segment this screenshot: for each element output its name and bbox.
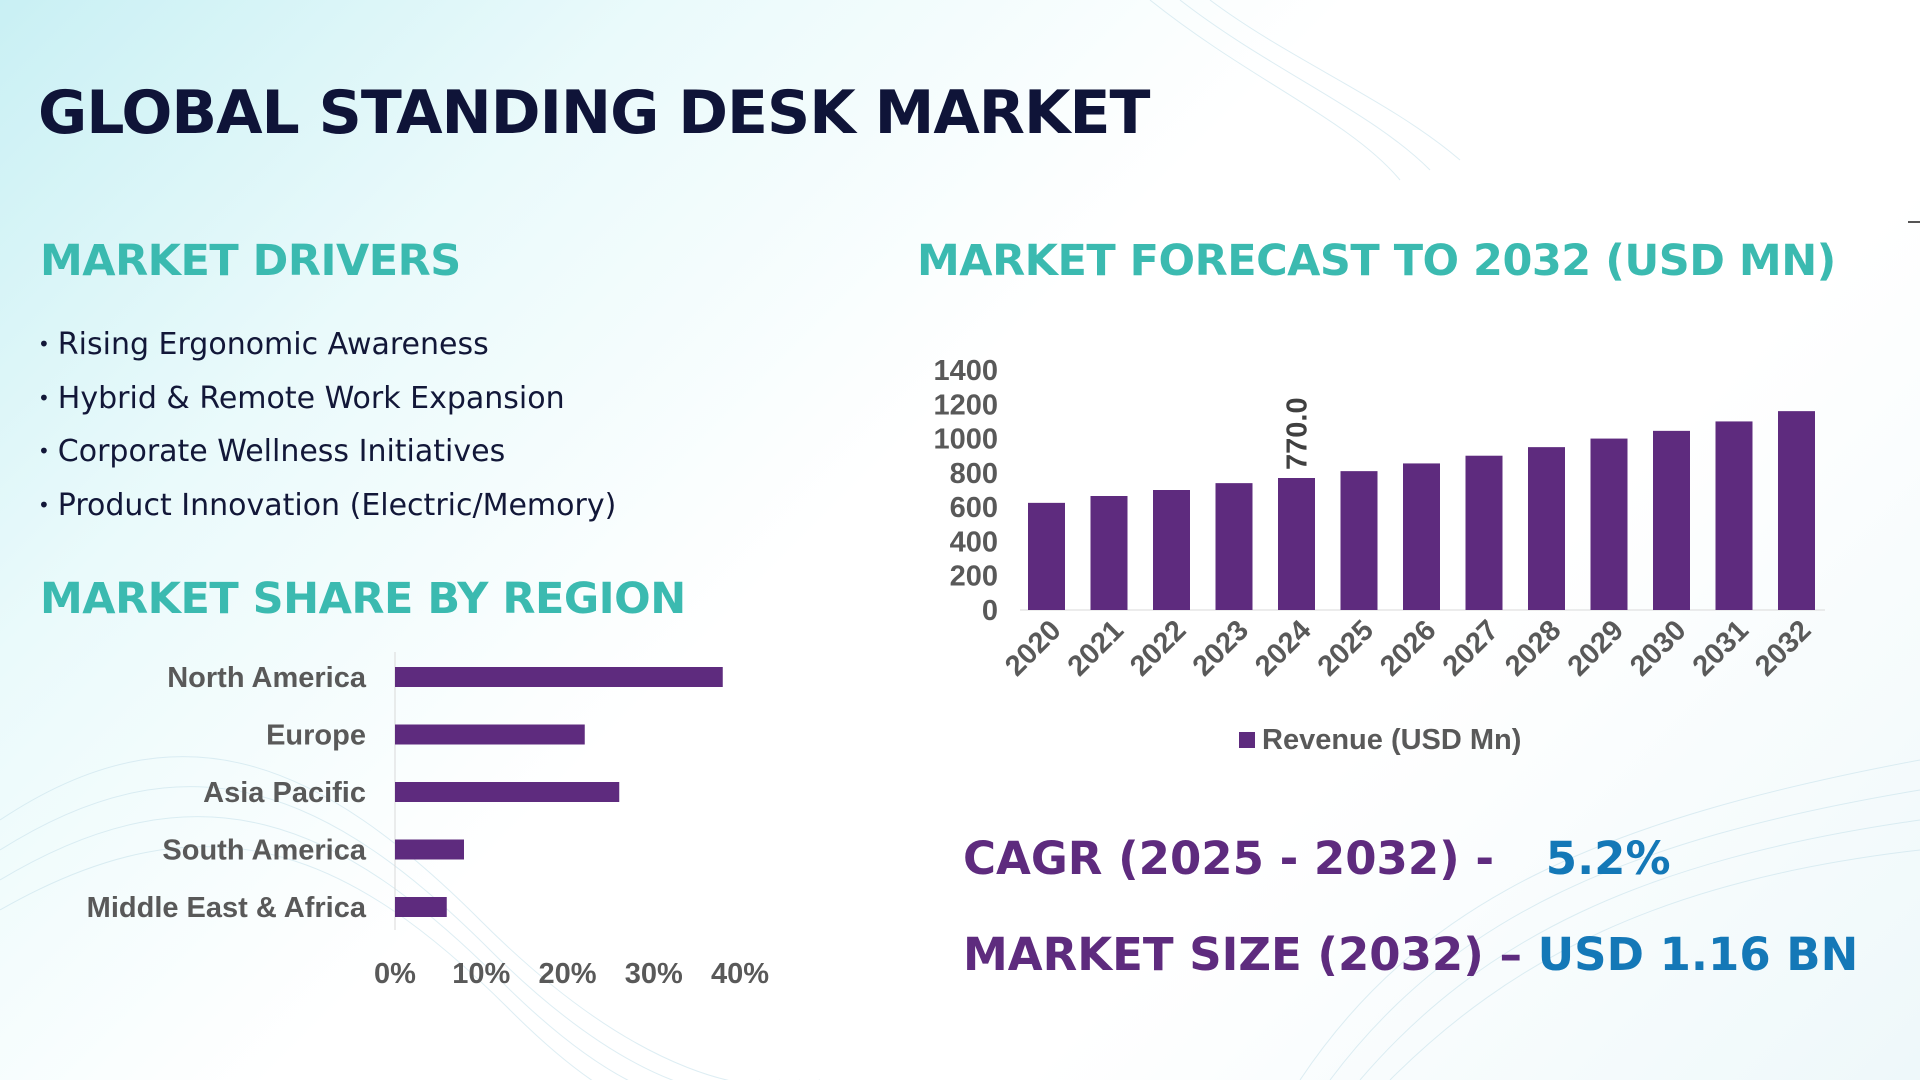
tick-label: 2029 bbox=[1562, 614, 1630, 682]
category-label: South America bbox=[162, 835, 366, 867]
tick-label: 2021 bbox=[1062, 614, 1130, 682]
cagr-value: 5.2% bbox=[1545, 832, 1671, 885]
cagr-label: CAGR (2025 - 2032) - bbox=[963, 832, 1495, 885]
market-size-label: MARKET SIZE (2032) – bbox=[963, 928, 1522, 981]
tick-label: 600 bbox=[950, 492, 998, 524]
driver-text: Hybrid & Remote Work Expansion bbox=[57, 380, 565, 416]
forecast-chart: 0200400600800100012001400202020212022202… bbox=[933, 355, 1825, 756]
data-label: 770.0 bbox=[1282, 397, 1314, 470]
bar bbox=[395, 897, 447, 917]
tick-label: 2028 bbox=[1499, 614, 1567, 682]
tick-label: 1200 bbox=[933, 389, 998, 421]
driver-text: Product Innovation (Electric/Memory) bbox=[57, 487, 617, 523]
driver-item: • Rising Ergonomic Awareness bbox=[38, 322, 616, 376]
bullet-icon: • bbox=[38, 332, 50, 356]
drivers-title: MARKET DRIVERS bbox=[40, 236, 461, 286]
tick-label: 40% bbox=[711, 958, 769, 990]
tick-label: 800 bbox=[950, 458, 998, 490]
bar bbox=[395, 667, 723, 687]
region-chart: North America Europe Asia Pacific South Ame… bbox=[87, 652, 769, 990]
tick-label: 20% bbox=[538, 958, 596, 990]
category-label: North America bbox=[167, 662, 367, 694]
tick-label: 400 bbox=[950, 526, 998, 558]
bar bbox=[1778, 411, 1815, 610]
category-label: Middle East & Africa bbox=[87, 892, 367, 924]
tick-label: 2031 bbox=[1687, 614, 1755, 682]
tick-label: 2022 bbox=[1124, 614, 1192, 682]
bar bbox=[1278, 478, 1315, 610]
bar bbox=[1215, 483, 1253, 610]
tick-label: 1400 bbox=[933, 355, 998, 387]
tick-label: 0 bbox=[982, 595, 998, 627]
drivers-list: • Rising Ergonomic Awareness • Hybrid & Re… bbox=[38, 322, 616, 536]
market-size-value: USD 1.16 BN bbox=[1537, 928, 1859, 981]
driver-item: • Corporate Wellness Initiatives bbox=[38, 429, 616, 483]
bullet-icon: • bbox=[38, 439, 50, 463]
tick-label: 200 bbox=[950, 561, 998, 593]
tick-label: 2024 bbox=[1249, 614, 1317, 682]
bar bbox=[1153, 490, 1190, 610]
tick-label: 2026 bbox=[1374, 614, 1442, 682]
bar bbox=[1653, 430, 1690, 610]
tick-label: 30% bbox=[625, 958, 683, 990]
tick-label: 1000 bbox=[933, 424, 998, 456]
tick-label: 2023 bbox=[1187, 614, 1255, 682]
tick-label: 10% bbox=[452, 958, 510, 990]
bar bbox=[395, 782, 620, 802]
bar bbox=[395, 839, 464, 860]
tick-label: 2032 bbox=[1749, 614, 1817, 682]
tick-label: 2030 bbox=[1624, 614, 1692, 682]
bullet-icon: • bbox=[38, 492, 50, 517]
tick-label: 2027 bbox=[1437, 614, 1505, 682]
legend-label: Revenue (USD Mn) bbox=[1262, 724, 1521, 756]
driver-item: • Hybrid & Remote Work Expansion bbox=[38, 376, 616, 430]
bar bbox=[1403, 463, 1440, 610]
driver-text: Rising Ergonomic Awareness bbox=[57, 327, 489, 362]
bar bbox=[1090, 496, 1128, 610]
bar bbox=[1028, 502, 1065, 610]
bar bbox=[1528, 447, 1565, 610]
legend-swatch bbox=[1239, 732, 1255, 748]
driver-item: • Product Innovation (Electric/Memory) bbox=[38, 483, 616, 537]
tick-label: 2025 bbox=[1312, 614, 1380, 682]
bullet-icon: • bbox=[38, 385, 50, 410]
page-title: GLOBAL STANDING DESK MARKET bbox=[38, 78, 1150, 148]
edge-marker bbox=[1908, 221, 1920, 223]
region-title: MARKET SHARE BY REGION bbox=[40, 574, 686, 624]
tick-label: 2020 bbox=[999, 614, 1067, 682]
driver-text: Corporate Wellness Initiatives bbox=[57, 434, 506, 469]
category-label: Europe bbox=[266, 720, 366, 752]
bar bbox=[1715, 421, 1753, 610]
cagr-stat: CAGR (2025 - 2032) - 5.2% bbox=[963, 832, 1671, 885]
market-size-stat: MARKET SIZE (2032) – USD 1.16 BN bbox=[963, 928, 1858, 981]
bar bbox=[395, 724, 585, 745]
tick-label: 0% bbox=[374, 958, 416, 990]
bar bbox=[1590, 438, 1628, 610]
bar bbox=[1340, 471, 1378, 610]
category-label: Asia Pacific bbox=[203, 777, 366, 809]
bar bbox=[1465, 455, 1503, 610]
forecast-title: MARKET FORECAST TO 2032 (USD MN) bbox=[917, 236, 1836, 286]
